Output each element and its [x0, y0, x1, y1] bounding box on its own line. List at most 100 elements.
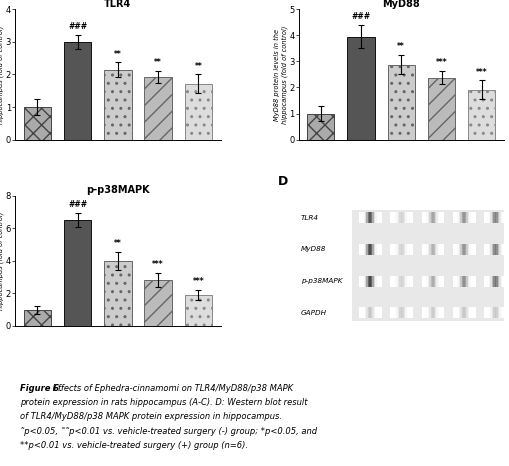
- Bar: [375, 275, 377, 287]
- Bar: [469, 275, 471, 287]
- Bar: [428, 212, 430, 223]
- Bar: [407, 212, 409, 223]
- Bar: [399, 212, 401, 223]
- Text: ***: ***: [152, 260, 164, 269]
- Bar: [459, 212, 461, 223]
- Bar: [370, 244, 372, 255]
- Bar: [468, 244, 470, 255]
- Bar: [408, 212, 410, 223]
- Bar: [463, 212, 465, 223]
- Text: **: **: [194, 62, 202, 70]
- Bar: [458, 307, 460, 318]
- Bar: [368, 307, 370, 318]
- Bar: [432, 212, 434, 223]
- Bar: [428, 307, 430, 318]
- Bar: [404, 244, 406, 255]
- Bar: [453, 212, 455, 223]
- Bar: [472, 307, 474, 318]
- Bar: [487, 244, 489, 255]
- Bar: [375, 212, 377, 223]
- Bar: [397, 212, 399, 223]
- Bar: [432, 307, 434, 318]
- Bar: [363, 244, 365, 255]
- Bar: [405, 307, 407, 318]
- Bar: [426, 212, 428, 223]
- Text: ***: ***: [436, 58, 447, 67]
- Bar: [471, 275, 473, 287]
- Bar: [503, 275, 505, 287]
- Bar: [485, 307, 487, 318]
- Bar: [371, 244, 373, 255]
- Bar: [474, 275, 476, 287]
- Bar: [395, 307, 397, 318]
- Text: Effects of Ephedra-cinnamomi on TLR4/MyD88/p38 MAPK: Effects of Ephedra-cinnamomi on TLR4/MyD…: [50, 384, 293, 393]
- Bar: [422, 244, 424, 255]
- Bar: [499, 275, 501, 287]
- Bar: [392, 244, 394, 255]
- Bar: [465, 244, 467, 255]
- Bar: [471, 244, 473, 255]
- Bar: [438, 244, 440, 255]
- Bar: [401, 307, 403, 318]
- Bar: [458, 275, 460, 287]
- Bar: [64, 220, 91, 326]
- Bar: [493, 212, 495, 223]
- Bar: [410, 244, 412, 255]
- Bar: [359, 244, 361, 255]
- Title: TLR4: TLR4: [104, 0, 131, 8]
- Bar: [392, 212, 394, 223]
- Bar: [438, 307, 440, 318]
- Bar: [307, 114, 334, 140]
- Bar: [495, 275, 497, 287]
- Bar: [359, 275, 361, 287]
- Bar: [404, 275, 406, 287]
- Text: of TLR4/MyD88/p38 MAPK protein expression in hippocampus.: of TLR4/MyD88/p38 MAPK protein expressio…: [20, 412, 282, 421]
- Bar: [411, 212, 413, 223]
- Bar: [361, 212, 363, 223]
- Bar: [380, 212, 382, 223]
- Bar: [492, 307, 494, 318]
- Text: ***: ***: [192, 277, 204, 286]
- Bar: [410, 307, 412, 318]
- Bar: [404, 307, 406, 318]
- Bar: [374, 212, 376, 223]
- Bar: [390, 244, 392, 255]
- Bar: [393, 244, 395, 255]
- Bar: [486, 275, 488, 287]
- Bar: [429, 244, 431, 255]
- Bar: [492, 244, 494, 255]
- Text: **p<0.01 vs. vehicle-treated surgery (+) group (n=6).: **p<0.01 vs. vehicle-treated surgery (+)…: [20, 441, 248, 450]
- Bar: [442, 307, 444, 318]
- Bar: [380, 244, 382, 255]
- Text: ###: ###: [68, 22, 87, 31]
- Bar: [471, 212, 473, 223]
- Bar: [466, 244, 468, 255]
- Bar: [439, 307, 441, 318]
- Bar: [498, 307, 500, 318]
- Bar: [436, 244, 439, 255]
- Bar: [362, 275, 364, 287]
- Bar: [431, 307, 433, 318]
- Bar: [365, 307, 367, 318]
- Bar: [428, 78, 455, 140]
- Bar: [425, 275, 427, 287]
- Y-axis label: TLR4 protein levels  in the
hippocampus (fold of control): TLR4 protein levels in the hippocampus (…: [0, 25, 5, 123]
- Bar: [439, 212, 441, 223]
- Bar: [499, 244, 501, 255]
- Bar: [495, 244, 497, 255]
- Bar: [496, 212, 498, 223]
- Bar: [362, 307, 364, 318]
- Bar: [442, 212, 444, 223]
- Bar: [490, 212, 492, 223]
- Bar: [441, 275, 443, 287]
- Bar: [397, 307, 399, 318]
- Bar: [408, 307, 410, 318]
- Bar: [463, 244, 465, 255]
- Bar: [387, 65, 415, 140]
- Bar: [436, 275, 439, 287]
- Bar: [502, 275, 504, 287]
- Bar: [436, 307, 439, 318]
- Bar: [373, 275, 375, 287]
- Bar: [441, 307, 443, 318]
- Bar: [471, 307, 473, 318]
